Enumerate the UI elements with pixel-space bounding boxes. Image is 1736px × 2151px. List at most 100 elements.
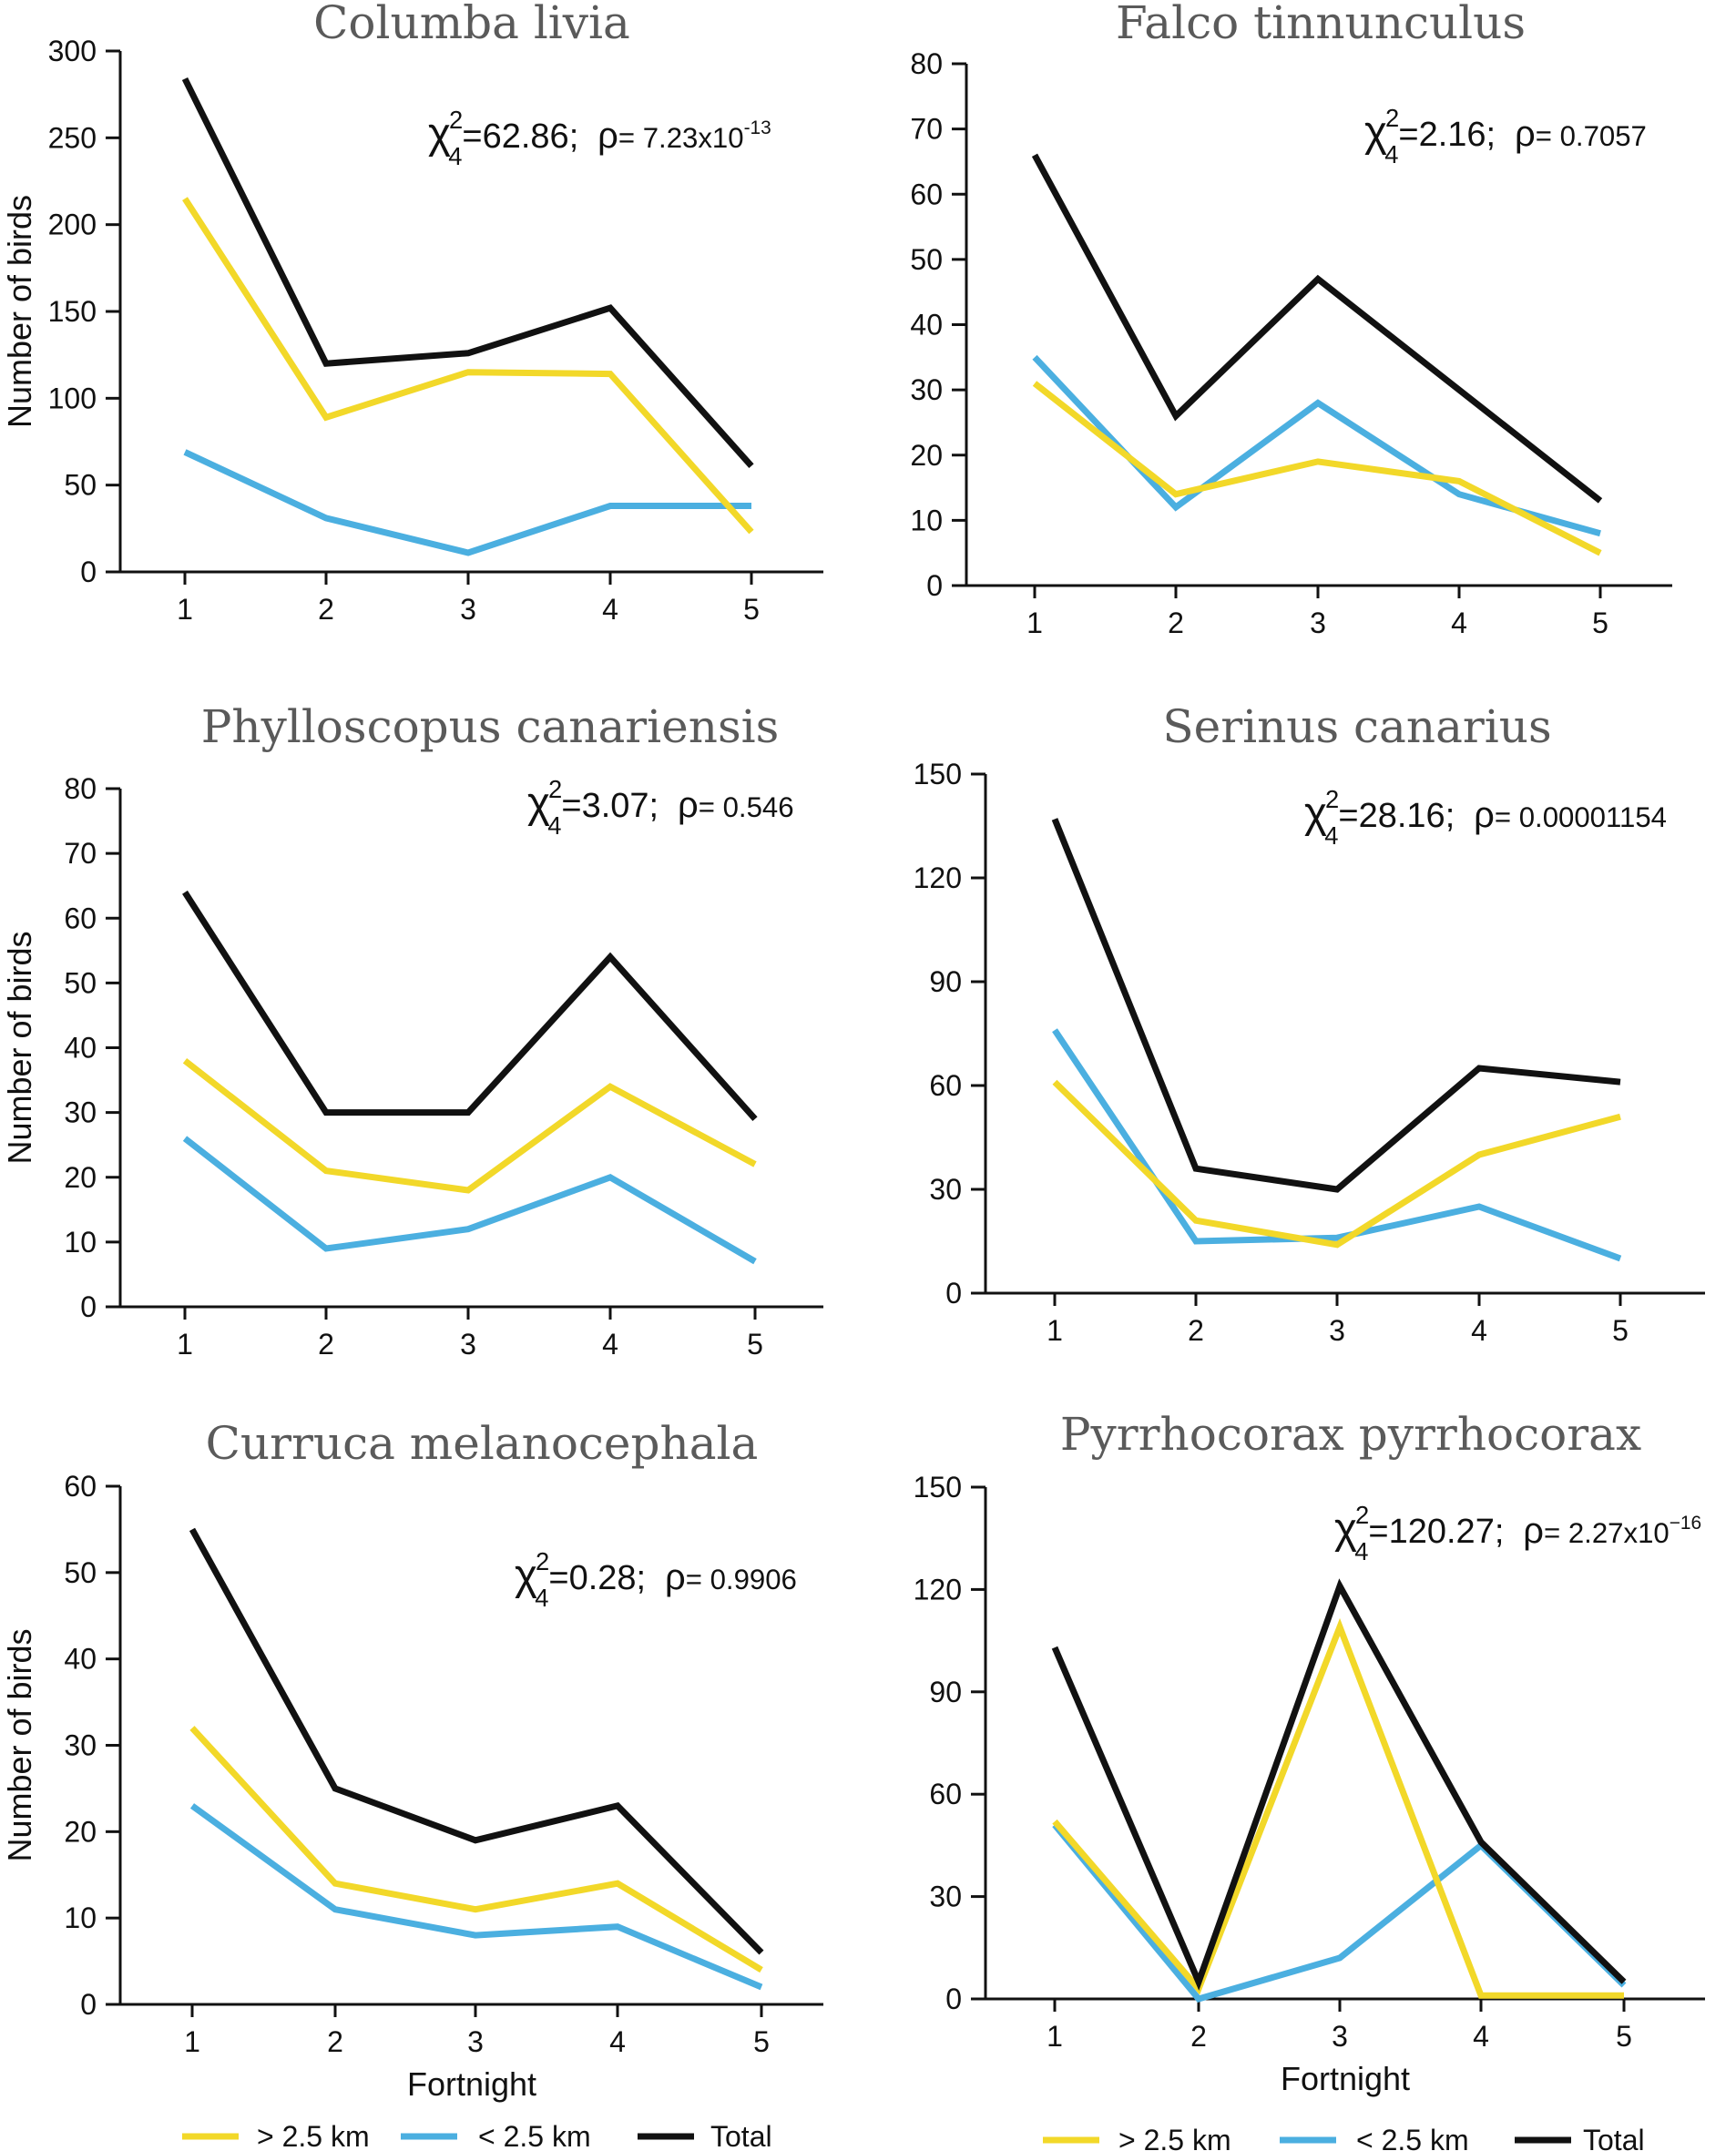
y-tick-label: 70 xyxy=(910,113,943,146)
y-tick-label: 60 xyxy=(929,1778,962,1810)
y-tick-label: 50 xyxy=(910,243,943,276)
panel-title: Curruca melanocephala xyxy=(206,1417,759,1470)
y-tick-label: 40 xyxy=(64,1643,97,1676)
y-tick-label: 90 xyxy=(929,1676,962,1708)
series-line-total xyxy=(189,1527,764,1955)
y-tick-label: 50 xyxy=(64,966,97,999)
x-tick-label: 2 xyxy=(318,1328,334,1361)
panel-title: Serinus canarius xyxy=(1162,700,1551,753)
y-tick-label: 300 xyxy=(48,35,97,67)
y-axis-title: Number of birds xyxy=(1,195,38,428)
chi-symbol: χ xyxy=(527,779,550,827)
chi-subscript: 4 xyxy=(547,811,561,840)
x-tick-label: 3 xyxy=(1329,1314,1345,1347)
y-tick-label: 90 xyxy=(929,965,962,998)
series-line-total xyxy=(182,890,758,1122)
y-tick-label: 200 xyxy=(48,209,97,241)
chi-symbol: χ xyxy=(1304,789,1327,837)
x-tick-label: 5 xyxy=(743,593,760,626)
p-symbol: ρ xyxy=(1474,795,1495,835)
x-tick-label: 3 xyxy=(460,1328,476,1361)
chi-subscript: 4 xyxy=(448,142,462,170)
chart-panel-1: Columba livia 0 50 100 150 200 250 300 1 2 3 4 5 Numb… xyxy=(1,0,823,626)
y-tick-label: 100 xyxy=(48,382,97,414)
p-value: = 2.27x10 xyxy=(1544,1517,1670,1549)
y-tick-label: 60 xyxy=(64,902,97,934)
y-tick-label: 60 xyxy=(64,1470,97,1503)
y-tick-label: 10 xyxy=(64,1226,97,1259)
y-tick-label: 30 xyxy=(64,1729,97,1762)
y-tick-label: 250 xyxy=(48,121,97,154)
y-tick-label: 150 xyxy=(914,758,962,790)
x-tick-label: 2 xyxy=(1190,2020,1207,2053)
y-tick-label: 30 xyxy=(910,373,943,406)
chi-symbol: χ xyxy=(1364,107,1387,156)
chart-panel-3: Phylloscopus canariensis 0 10 20 30 40 50 60 70 8… xyxy=(1,700,823,1361)
y-axis-title: Number of birds xyxy=(1,1628,38,1861)
p-exponent: -13 xyxy=(744,117,771,138)
x-axis-title: Fortnight xyxy=(407,2065,536,2103)
chi-superscript: 2 xyxy=(536,1547,549,1575)
series-line-near xyxy=(183,449,751,556)
y-tick-label: 40 xyxy=(64,1032,97,1065)
legend-label-total: Total xyxy=(710,2120,772,2151)
p-symbol: ρ xyxy=(597,116,618,156)
series-line-total xyxy=(181,76,754,469)
series-line-far xyxy=(182,197,754,535)
x-tick-label: 4 xyxy=(1451,607,1467,639)
stat-annotation: χ2 4=3.07; ρ= 0.546 xyxy=(527,775,794,840)
chi-subscript: 4 xyxy=(1384,140,1398,168)
p-exponent: −16 xyxy=(1670,1513,1701,1534)
y-tick-label: 0 xyxy=(80,1290,97,1323)
series-line-far xyxy=(1052,1079,1621,1249)
x-tick-label: 3 xyxy=(467,2025,484,2058)
series-line-far xyxy=(1052,1617,1624,1999)
y-tick-label: 20 xyxy=(910,439,943,472)
chi-subscript: 4 xyxy=(1324,821,1338,850)
y-tick-label: 0 xyxy=(945,1277,962,1310)
y-tick-label: 80 xyxy=(910,47,943,80)
x-tick-label: 4 xyxy=(602,593,618,626)
panel-title: Columba livia xyxy=(313,0,630,49)
y-tick-label: 0 xyxy=(80,1988,97,2021)
chi-symbol: χ xyxy=(1334,1504,1357,1553)
chi-value: =2.16; xyxy=(1398,116,1496,154)
p-symbol: ρ xyxy=(1515,114,1536,154)
x-tick-label: 3 xyxy=(1332,2020,1348,2053)
y-tick-label: 30 xyxy=(929,1173,962,1206)
y-tick-label: 80 xyxy=(64,772,97,805)
p-symbol: ρ xyxy=(1523,1511,1544,1551)
series-line-near xyxy=(1052,1028,1622,1262)
y-tick-label: 60 xyxy=(929,1069,962,1102)
chi-superscript: 2 xyxy=(1355,1501,1369,1529)
series-line-far xyxy=(189,1726,763,1973)
y-tick-label: 10 xyxy=(64,1901,97,1934)
chart-panel-6: Pyrrhocorax pyrrhocorax 0 30 60 90 120 150 1 2 3 4… xyxy=(914,1408,1705,2097)
series-line-near xyxy=(182,1136,757,1265)
y-tick-label: 30 xyxy=(929,1881,962,1913)
p-symbol: ρ xyxy=(665,1557,686,1597)
x-tick-label: 4 xyxy=(1471,1314,1487,1347)
x-tick-label: 5 xyxy=(1616,2020,1632,2053)
y-tick-label: 0 xyxy=(926,569,943,602)
x-tick-label: 2 xyxy=(327,2025,343,2058)
x-tick-label: 2 xyxy=(1168,607,1184,639)
legend-label-far: > 2.5 km xyxy=(1118,2124,1231,2151)
chi-subscript: 4 xyxy=(1354,1537,1368,1565)
y-tick-label: 70 xyxy=(64,837,97,870)
chi-superscript: 2 xyxy=(449,106,463,134)
y-tick-label: 50 xyxy=(64,469,97,502)
x-axis-title: Fortnight xyxy=(1281,2060,1410,2097)
y-tick-label: 20 xyxy=(64,1161,97,1194)
legend-label-near: < 2.5 km xyxy=(1356,2124,1469,2151)
stat-annotation: χ2 4=120.27; ρ= 2.27x10−16 xyxy=(1334,1501,1701,1565)
panel-title: Falco tinnunculus xyxy=(1116,0,1526,49)
y-tick-label: 120 xyxy=(914,861,962,894)
legend-2: > 2.5 km < 2.5 km Total xyxy=(1043,2124,1645,2151)
chart-panel-5: Curruca melanocephala 0 10 20 30 40 50 60 1 2 3 4 5 N… xyxy=(1,1417,823,2103)
y-tick-label: 30 xyxy=(64,1096,97,1129)
stat-annotation: χ2 4=62.86; ρ= 7.23x10-13 xyxy=(428,106,771,170)
y-tick-label: 60 xyxy=(910,178,943,210)
chi-symbol: χ xyxy=(428,109,451,158)
